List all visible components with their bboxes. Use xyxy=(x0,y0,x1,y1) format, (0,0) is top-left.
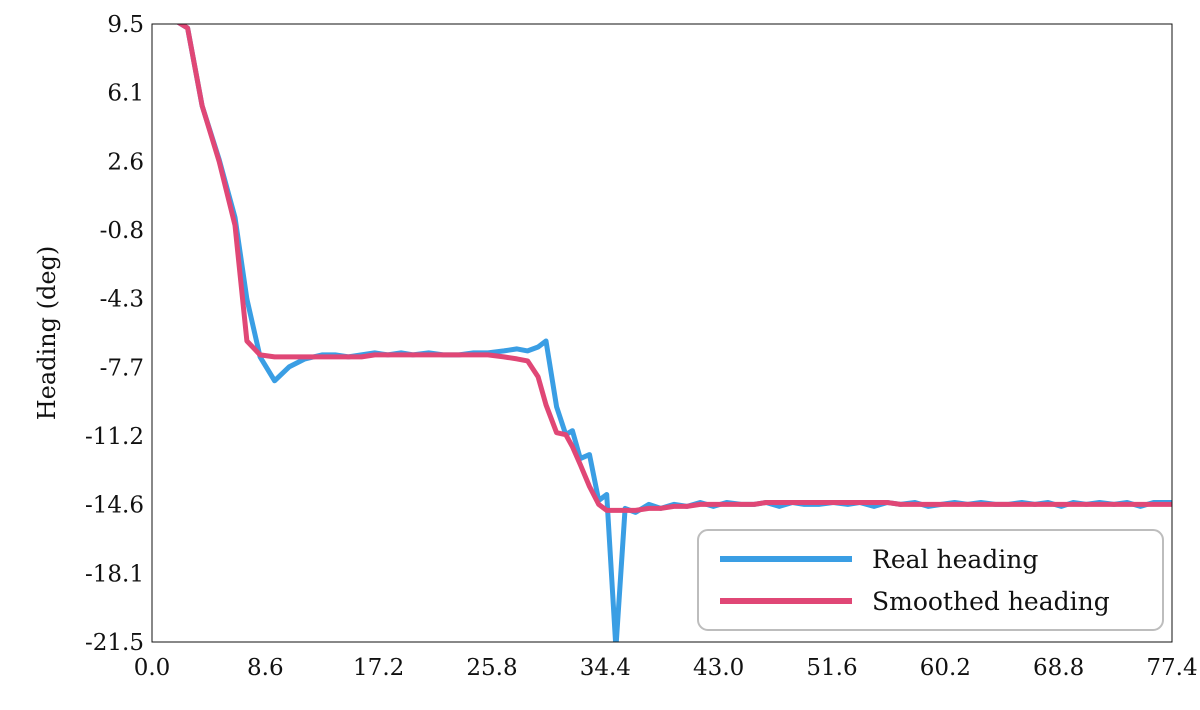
y-tick-label: -7.7 xyxy=(100,355,144,381)
y-tick-label: 2.6 xyxy=(107,149,144,175)
y-tick-label: -4.3 xyxy=(100,287,144,313)
x-tick-label: 43.0 xyxy=(693,655,744,681)
y-tick-label: -11.2 xyxy=(85,424,144,450)
x-tick-label: 0.0 xyxy=(134,655,171,681)
y-tick-label: -0.8 xyxy=(100,218,144,244)
x-tick-label: 60.2 xyxy=(920,655,971,681)
legend-box xyxy=(697,529,1164,631)
y-axis-ticks: 9.5 6.1 2.6 -0.8 -4.3 -7.7 -11.2 -14.6 -18.1 -21.… xyxy=(85,12,144,656)
x-tick-label: 51.6 xyxy=(806,655,857,681)
x-tick-label: 68.8 xyxy=(1033,655,1084,681)
x-tick-label: 17.2 xyxy=(353,655,404,681)
series-line-smoothed-heading xyxy=(176,24,1172,513)
legend-label-smoothed-heading: Smoothed heading xyxy=(872,587,1110,616)
y-tick-label: -21.5 xyxy=(85,630,144,656)
x-tick-label: 25.8 xyxy=(466,655,517,681)
x-axis-ticks: 0.0 8.6 17.2 25.8 34.4 43.0 51.6 60.2 68.8 77.4 xyxy=(134,655,1198,681)
y-axis-label: Heading (deg) xyxy=(33,246,61,421)
legend: Real heading Smoothed heading xyxy=(697,529,1164,631)
y-tick-label: -18.1 xyxy=(85,561,144,587)
series-layer xyxy=(176,24,1172,642)
y-tick-label: 9.5 xyxy=(107,12,144,38)
x-tick-label: 34.4 xyxy=(580,655,631,681)
x-tick-label: 8.6 xyxy=(247,655,284,681)
plot-frame xyxy=(151,23,1173,643)
x-tick-label: 77.4 xyxy=(1146,655,1197,681)
legend-label-real-heading: Real heading xyxy=(872,545,1038,574)
y-tick-label: 6.1 xyxy=(107,81,144,107)
y-tick-label: -14.6 xyxy=(85,493,144,519)
